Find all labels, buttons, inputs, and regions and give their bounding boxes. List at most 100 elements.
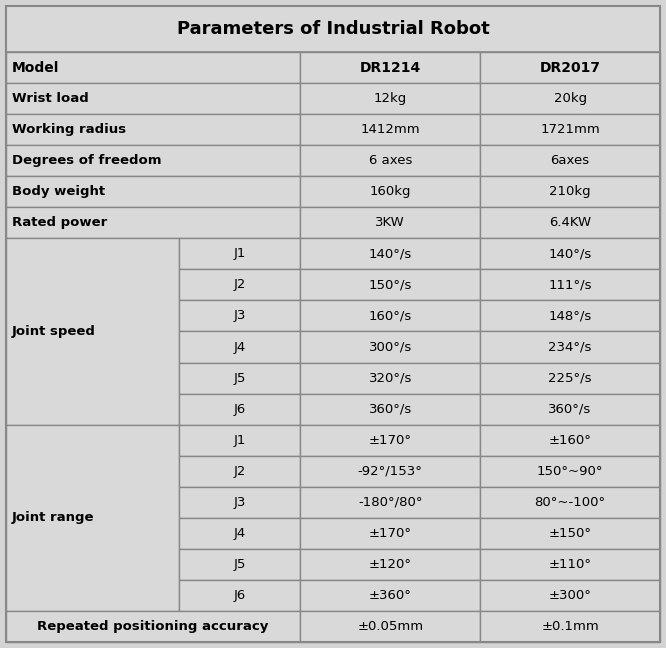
Text: J1: J1 (234, 434, 246, 446)
Text: J5: J5 (234, 558, 246, 571)
Text: ±0.05mm: ±0.05mm (357, 620, 424, 633)
Bar (6, 145, 300, 176)
Text: -180°/80°: -180°/80° (358, 496, 422, 509)
Text: 140°/s: 140°/s (368, 248, 412, 260)
Text: J2: J2 (234, 465, 246, 478)
Text: -92°/153°: -92°/153° (358, 465, 423, 478)
Bar (179, 580, 300, 611)
Text: ±150°: ±150° (549, 527, 591, 540)
Bar (300, 52, 480, 83)
Bar (300, 393, 480, 424)
Bar (480, 424, 660, 456)
Text: 1721mm: 1721mm (540, 123, 600, 136)
Text: 225°/s: 225°/s (548, 371, 592, 384)
Text: J6: J6 (234, 589, 246, 602)
Text: ±120°: ±120° (369, 558, 412, 571)
Bar (6, 52, 300, 83)
Bar (300, 238, 480, 270)
Bar (480, 270, 660, 301)
Bar (6, 207, 300, 238)
Text: 140°/s: 140°/s (548, 248, 591, 260)
Bar (300, 611, 480, 642)
Bar (6, 83, 300, 114)
Text: Joint range: Joint range (12, 511, 95, 524)
Bar (480, 332, 660, 362)
Bar (300, 549, 480, 580)
Bar (179, 270, 300, 301)
Bar (480, 238, 660, 270)
Bar (480, 83, 660, 114)
Text: 300°/s: 300°/s (368, 340, 412, 354)
Text: Working radius: Working radius (12, 123, 126, 136)
Bar (300, 114, 480, 145)
Bar (300, 332, 480, 362)
Bar (300, 487, 480, 518)
Bar (480, 518, 660, 549)
Text: 320°/s: 320°/s (368, 371, 412, 384)
Bar (179, 332, 300, 362)
Bar (6, 176, 300, 207)
Bar (179, 549, 300, 580)
Bar (480, 176, 660, 207)
Text: Rated power: Rated power (12, 216, 107, 229)
Text: 360°/s: 360°/s (548, 402, 591, 415)
Text: Wrist load: Wrist load (12, 92, 89, 105)
Bar (480, 52, 660, 83)
Text: J6: J6 (234, 402, 246, 415)
Bar (300, 301, 480, 332)
Bar (179, 301, 300, 332)
Bar (6, 238, 179, 424)
Bar (300, 145, 480, 176)
Text: Joint speed: Joint speed (12, 325, 96, 338)
Bar (6, 424, 179, 611)
Bar (300, 518, 480, 549)
Bar (179, 456, 300, 487)
Bar (480, 145, 660, 176)
Bar (480, 207, 660, 238)
Text: J2: J2 (234, 279, 246, 292)
Bar (300, 424, 480, 456)
Text: J3: J3 (234, 496, 246, 509)
Text: 3KW: 3KW (376, 216, 405, 229)
Bar (179, 518, 300, 549)
Text: ±170°: ±170° (369, 434, 412, 446)
Bar (6, 611, 300, 642)
Text: J1: J1 (234, 248, 246, 260)
Text: 150°~90°: 150°~90° (537, 465, 603, 478)
Bar (300, 456, 480, 487)
Text: 160kg: 160kg (370, 185, 411, 198)
Text: 148°/s: 148°/s (548, 310, 591, 323)
Text: J3: J3 (234, 310, 246, 323)
Text: DR2017: DR2017 (539, 60, 601, 75)
Text: 150°/s: 150°/s (368, 279, 412, 292)
Text: 6.4KW: 6.4KW (549, 216, 591, 229)
Text: ±300°: ±300° (549, 589, 591, 602)
Bar (6, 114, 300, 145)
Bar (480, 456, 660, 487)
Text: J5: J5 (234, 371, 246, 384)
Text: Repeated positioning accuracy: Repeated positioning accuracy (37, 620, 269, 633)
Bar (179, 393, 300, 424)
Bar (300, 270, 480, 301)
Text: 210kg: 210kg (549, 185, 591, 198)
Text: 12kg: 12kg (374, 92, 407, 105)
Bar (300, 580, 480, 611)
Bar (6, 6, 660, 52)
Text: Body weight: Body weight (12, 185, 105, 198)
Text: 234°/s: 234°/s (548, 340, 592, 354)
Bar (179, 424, 300, 456)
Text: Model: Model (12, 60, 59, 75)
Bar (480, 114, 660, 145)
Bar (300, 207, 480, 238)
Bar (300, 176, 480, 207)
Text: 160°/s: 160°/s (368, 310, 412, 323)
Bar (480, 301, 660, 332)
Bar (480, 487, 660, 518)
Text: Parameters of Industrial Robot: Parameters of Industrial Robot (176, 20, 490, 38)
Text: J4: J4 (234, 340, 246, 354)
Bar (300, 83, 480, 114)
Text: ±110°: ±110° (549, 558, 591, 571)
Text: 6axes: 6axes (551, 154, 589, 167)
Text: ±360°: ±360° (369, 589, 412, 602)
Text: ±0.1mm: ±0.1mm (541, 620, 599, 633)
